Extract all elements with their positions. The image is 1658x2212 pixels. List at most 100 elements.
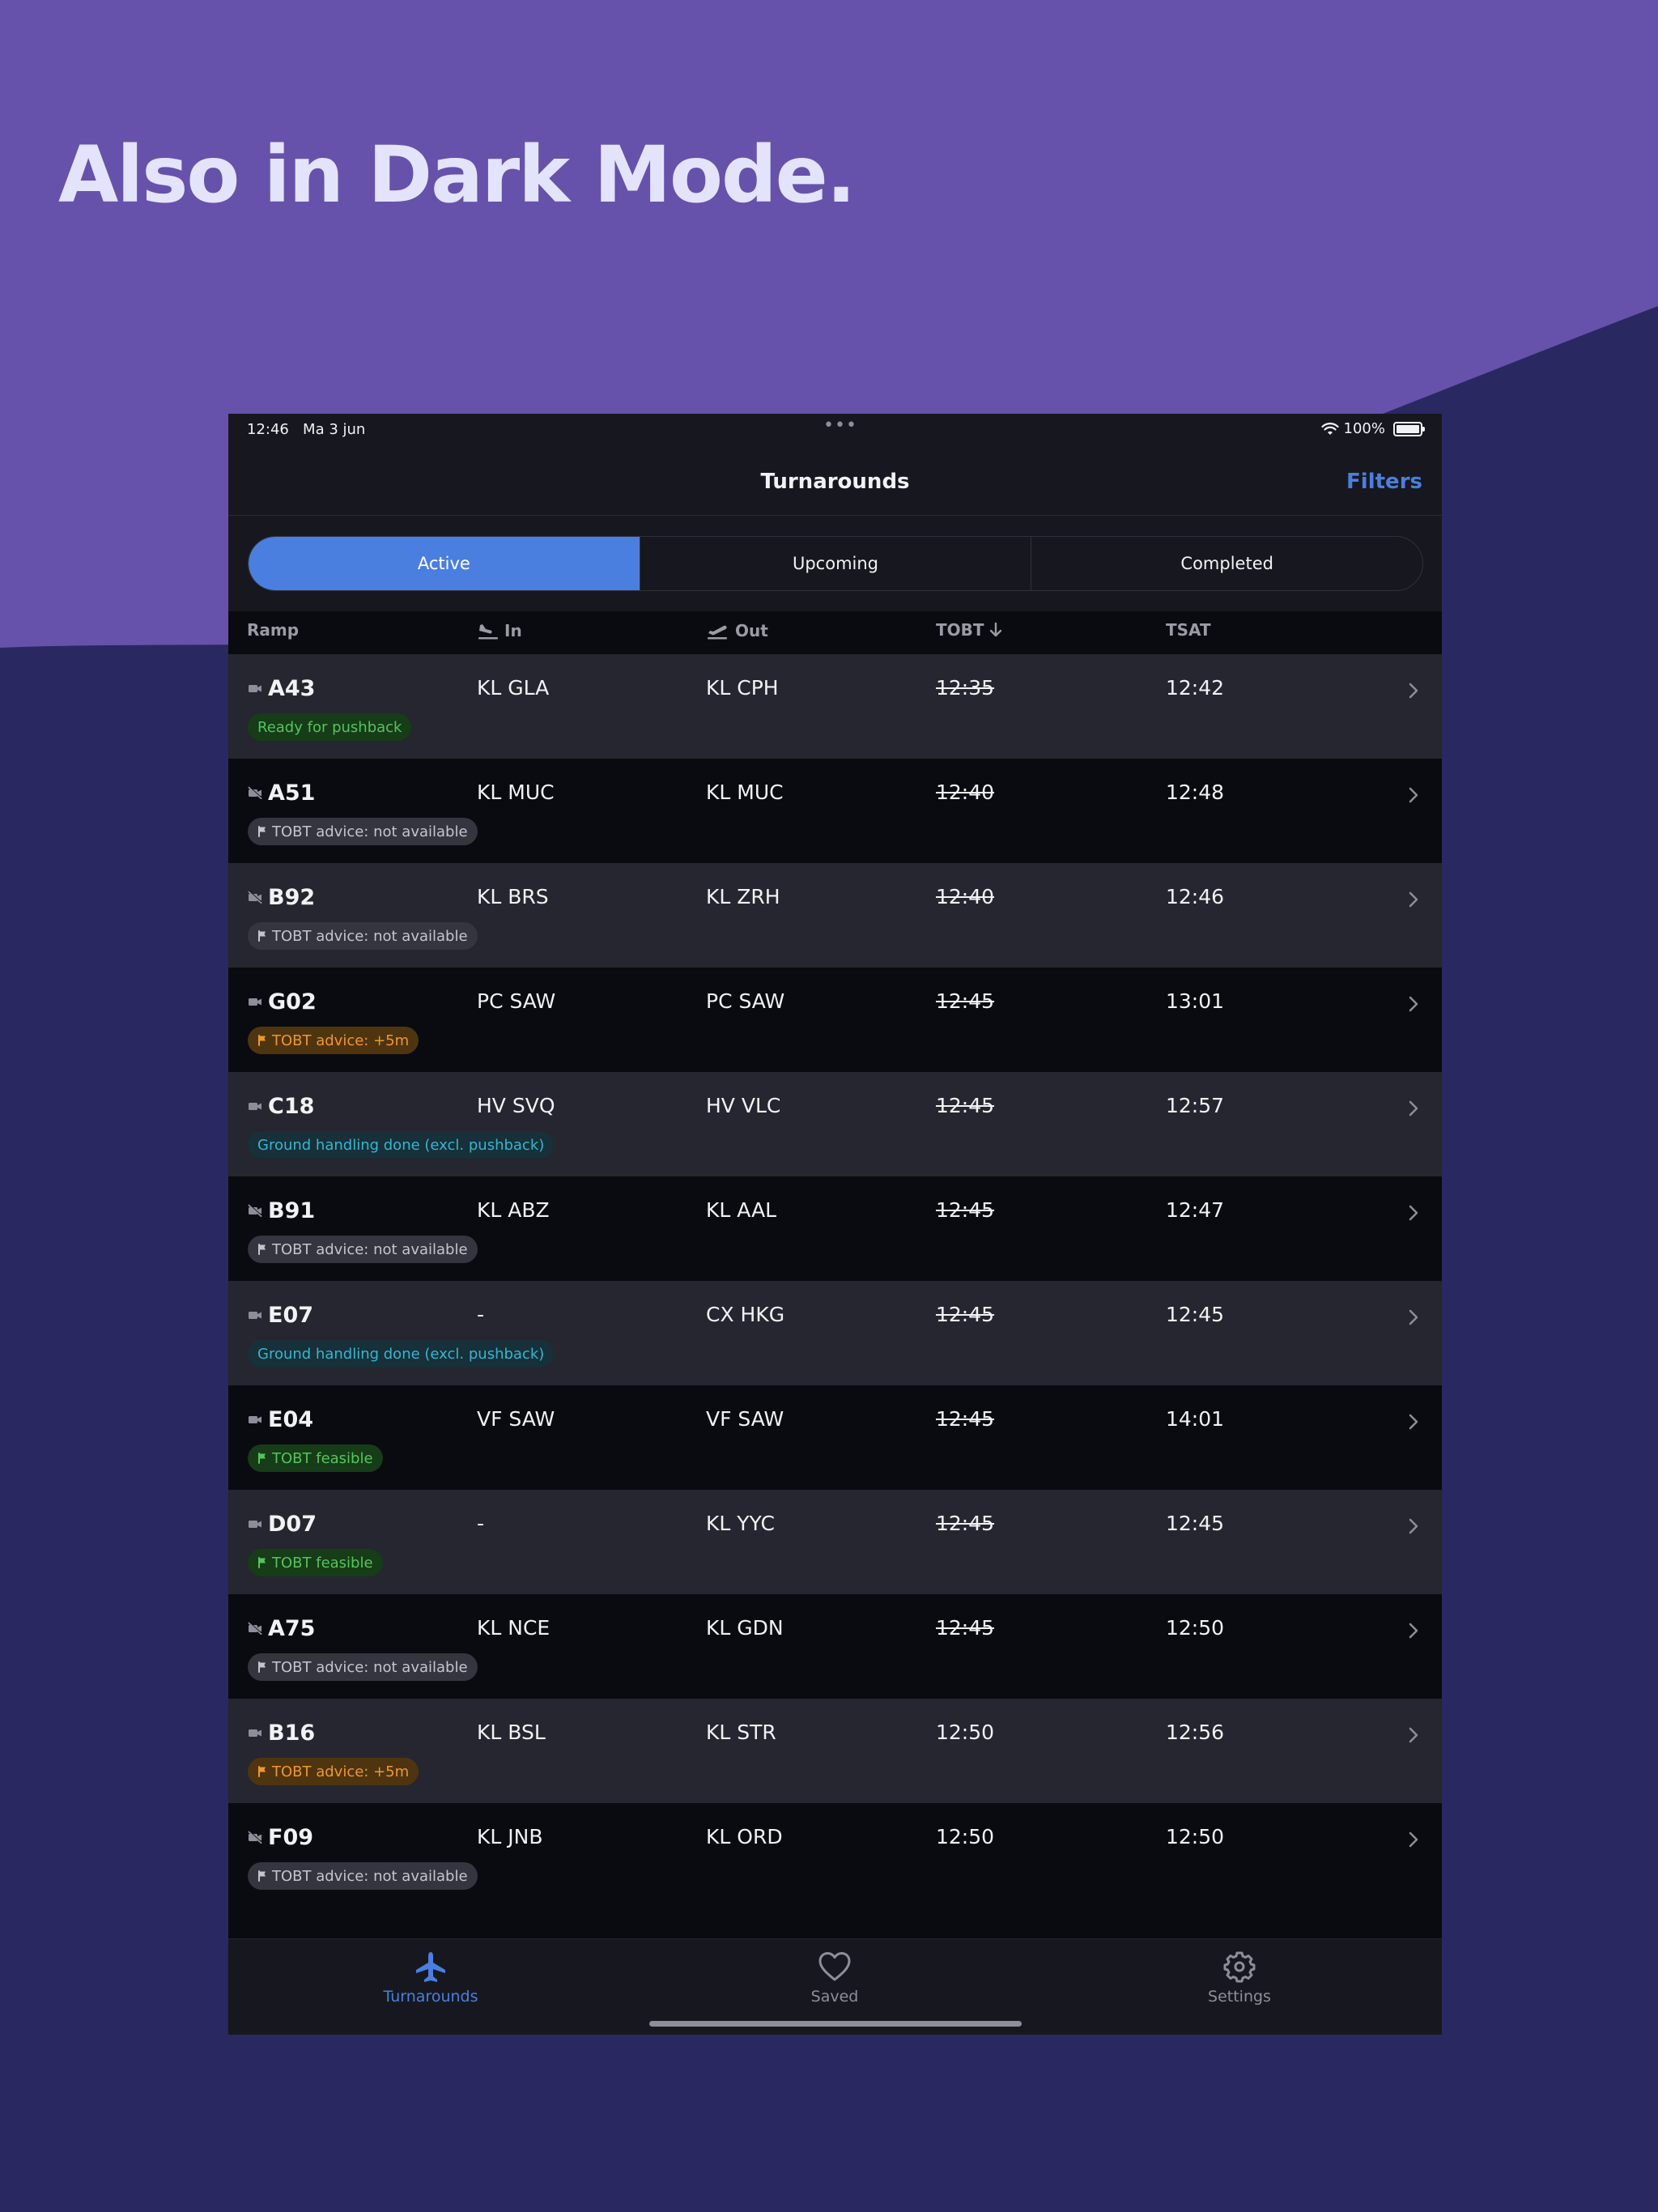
- column-tsat-label: TSAT: [1166, 620, 1211, 640]
- ramp-code: A51: [268, 781, 316, 806]
- status-badge: TOBT advice: not available: [248, 922, 478, 950]
- column-out[interactable]: Out: [706, 620, 768, 641]
- turnaround-row[interactable]: A43 KL GLA KL CPH 12:35 12:42 Ready for pushb…: [228, 654, 1442, 759]
- chevron-right-icon: [1409, 1831, 1418, 1848]
- status-segmented-control: Active Upcoming Completed: [248, 536, 1423, 591]
- tsat-time: 12:42: [1166, 676, 1225, 700]
- status-badge-label: TOBT advice: +5m: [272, 1032, 410, 1049]
- tsat-time: 12:47: [1166, 1198, 1225, 1222]
- wifi-icon: [1320, 422, 1339, 435]
- segment-upcoming[interactable]: Upcoming: [639, 537, 1031, 590]
- navigation-bar: Turnarounds Filters: [228, 450, 1442, 516]
- tobt-time: 12:45: [936, 1512, 995, 1535]
- chevron-right-icon: [1409, 1205, 1418, 1221]
- outbound-flight: KL MUC: [706, 781, 784, 804]
- column-tsat[interactable]: TSAT: [1166, 620, 1211, 640]
- turnaround-row[interactable]: A51 KL MUC KL MUC 12:40 12:48 TOBT advice: no…: [228, 759, 1442, 863]
- home-indicator[interactable]: [649, 2021, 1022, 2027]
- camera-icon: [249, 685, 261, 692]
- ramp-code: C18: [268, 1094, 315, 1119]
- segment-active[interactable]: Active: [249, 537, 640, 590]
- tsat-time: 12:50: [1166, 1825, 1225, 1848]
- turnaround-list: A43 KL GLA KL CPH 12:35 12:42 Ready for pushb…: [228, 654, 1442, 1908]
- column-out-label: Out: [735, 621, 768, 640]
- turnaround-row[interactable]: B92 KL BRS KL ZRH 12:40 12:46 TOBT advice: no…: [228, 863, 1442, 968]
- battery-percentage: 100%: [1343, 420, 1385, 437]
- camera-icon: [249, 998, 261, 1006]
- landing-icon: [478, 624, 498, 640]
- status-badge: TOBT advice: not available: [248, 1653, 478, 1681]
- outbound-flight: KL AAL: [706, 1198, 777, 1222]
- status-time: 12:46 Ma 3 jun: [247, 421, 366, 438]
- turnaround-row[interactable]: B16 KL BSL KL STR 12:50 12:56 TOBT advice: +5…: [228, 1699, 1442, 1803]
- turnaround-row[interactable]: D07 - KL YYC 12:45 12:45 TOBT feasible: [228, 1490, 1442, 1594]
- status-badge: TOBT advice: not available: [248, 818, 478, 845]
- turnaround-row[interactable]: E04 VF SAW VF SAW 12:45 14:01 TOBT feasible: [228, 1385, 1442, 1490]
- inbound-flight: KL BSL: [477, 1721, 546, 1744]
- status-badge-label: TOBT feasible: [272, 1449, 373, 1467]
- outbound-flight: KL GDN: [706, 1616, 784, 1640]
- outbound-flight: KL STR: [706, 1721, 776, 1744]
- inbound-flight: -: [477, 1512, 485, 1535]
- camera-icon: [249, 1729, 261, 1737]
- battery-icon: [1393, 421, 1425, 436]
- column-tobt[interactable]: TOBT: [936, 620, 1002, 640]
- tsat-time: 12:45: [1166, 1512, 1225, 1535]
- multitasking-dots-icon[interactable]: •••: [823, 415, 857, 436]
- turnaround-row[interactable]: B91 KL ABZ KL AAL 12:45 12:47 TOBT advice: no…: [228, 1176, 1442, 1281]
- status-badge-label: TOBT advice: not available: [272, 823, 468, 840]
- ramp-code: G02: [268, 989, 317, 1015]
- chevron-right-icon: [1409, 1414, 1418, 1430]
- turnaround-row[interactable]: F09 KL JNB KL ORD 12:50 12:50 TOBT advice: no…: [228, 1803, 1442, 1908]
- outbound-flight: HV VLC: [706, 1094, 781, 1117]
- status-badge-label: TOBT advice: not available: [272, 1240, 468, 1258]
- segment-completed[interactable]: Completed: [1031, 537, 1422, 590]
- tsat-time: 12:57: [1166, 1094, 1225, 1117]
- status-badge: TOBT feasible: [248, 1549, 383, 1576]
- status-badge-label: Ground handling done (excl. pushback): [257, 1345, 545, 1363]
- chevron-right-icon: [1409, 891, 1418, 908]
- tab-saved-label: Saved: [810, 1988, 859, 2006]
- column-ramp[interactable]: Ramp: [247, 620, 299, 640]
- status-indicators: 100%: [1320, 420, 1425, 437]
- ramp-code: E04: [268, 1407, 314, 1432]
- gear-icon: [1223, 1951, 1256, 1983]
- filters-button[interactable]: Filters: [1346, 470, 1422, 494]
- inbound-flight: KL ABZ: [477, 1198, 550, 1222]
- inbound-flight: PC SAW: [477, 989, 556, 1013]
- status-badge-label: TOBT advice: +5m: [272, 1763, 410, 1780]
- sort-descending-arrow-icon: [989, 622, 1001, 637]
- column-tobt-label: TOBT: [936, 620, 984, 640]
- camera-icon: [249, 1312, 261, 1319]
- tsat-time: 12:50: [1166, 1616, 1225, 1640]
- flag-icon: [258, 1453, 266, 1464]
- turnaround-row[interactable]: G02 PC SAW PC SAW 12:45 13:01 TOBT advice: +5…: [228, 968, 1442, 1072]
- heart-icon: [818, 1952, 851, 1981]
- tsat-time: 12:56: [1166, 1721, 1225, 1744]
- ramp-code: B92: [268, 885, 316, 910]
- tsat-time: 12:45: [1166, 1303, 1225, 1326]
- tsat-time: 12:46: [1166, 885, 1225, 908]
- takeoff-icon: [708, 625, 727, 640]
- ramp-code: D07: [268, 1512, 317, 1537]
- ipad-screen: 12:46 Ma 3 jun ••• 100% Turnarounds Filt…: [228, 414, 1442, 2035]
- outbound-flight: VF SAW: [706, 1407, 784, 1431]
- column-in[interactable]: In: [477, 620, 522, 641]
- turnaround-row[interactable]: A75 KL NCE KL GDN 12:45 12:50 TOBT advice: no…: [228, 1594, 1442, 1699]
- camera-off-icon: [248, 891, 262, 904]
- ramp-code: A75: [268, 1616, 316, 1641]
- tab-settings[interactable]: Settings: [1158, 1950, 1320, 2006]
- ramp-code: B91: [268, 1198, 316, 1223]
- tobt-time: 12:40: [936, 781, 995, 804]
- column-ramp-label: Ramp: [247, 620, 300, 640]
- camera-off-icon: [248, 786, 262, 799]
- tab-saved[interactable]: Saved: [754, 1950, 916, 2006]
- flag-icon: [258, 826, 266, 837]
- airplane-icon: [416, 1952, 445, 1982]
- chevron-right-icon: [1409, 1518, 1418, 1534]
- status-badge: TOBT advice: +5m: [248, 1758, 419, 1785]
- outbound-flight: CX HKG: [706, 1303, 785, 1326]
- tab-turnarounds[interactable]: Turnarounds: [350, 1950, 512, 2006]
- turnaround-row[interactable]: C18 HV SVQ HV VLC 12:45 12:57 Ground handling…: [228, 1072, 1442, 1176]
- turnaround-row[interactable]: E07 - CX HKG 12:45 12:45 Ground handling done…: [228, 1281, 1442, 1385]
